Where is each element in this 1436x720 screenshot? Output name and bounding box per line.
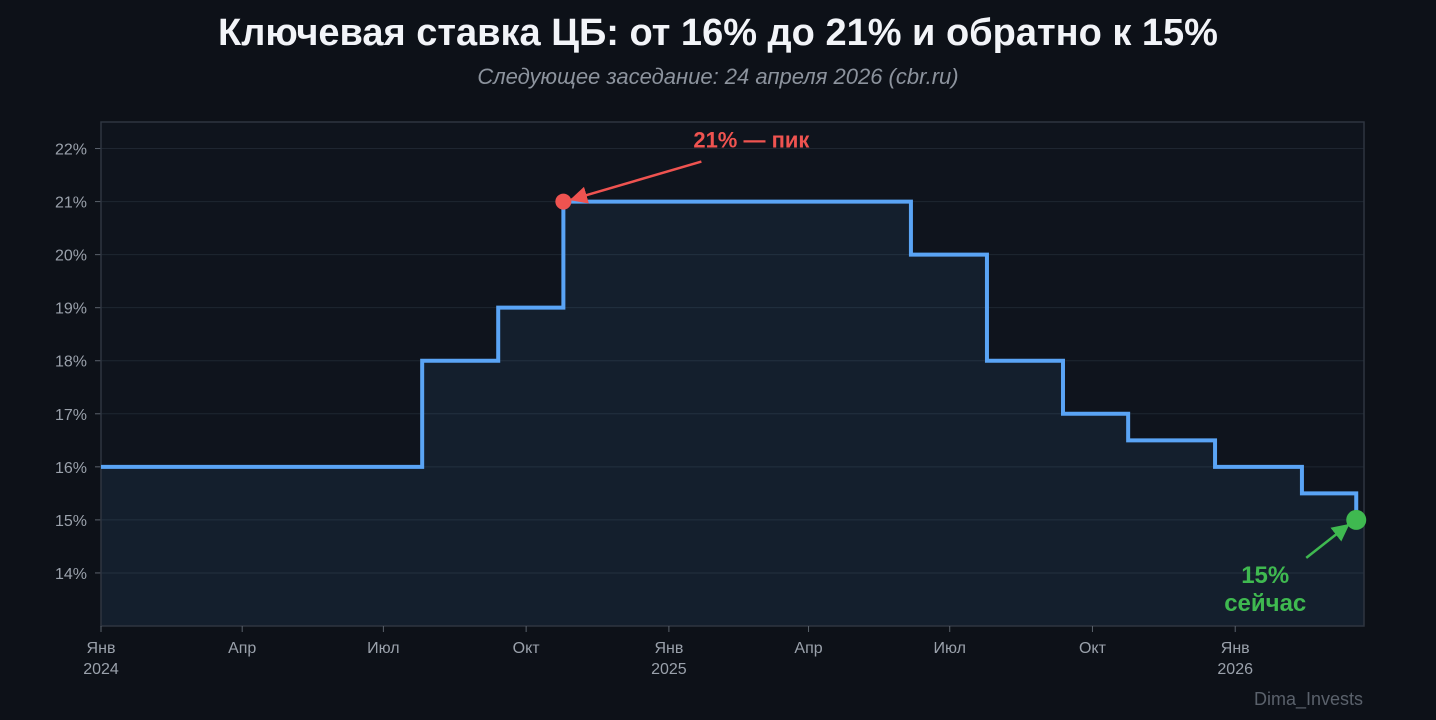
plot-border [100, 121, 1365, 627]
x-tick-label: Янв [87, 640, 116, 657]
y-tick-label: 20% [55, 248, 87, 265]
x-tick-year-label: 2024 [83, 661, 119, 678]
plot-background [101, 122, 1364, 626]
peak-annotation-arrow [569, 160, 702, 204]
chart-title: Ключевая ставка ЦБ: от 16% до 21% и обра… [218, 12, 1218, 54]
x-tick-label: Июл [933, 640, 965, 657]
y-tick-label: 21% [55, 195, 87, 212]
peak-marker [555, 193, 572, 210]
y-tick-label: 16% [55, 460, 87, 477]
x-tick-label: Апр [794, 640, 822, 657]
x-tick-year-label: 2025 [651, 661, 687, 678]
current-annotation-label: 15% [1241, 562, 1289, 589]
x-tick-label: Апр [228, 640, 256, 657]
peak-annotation-label: 21% — пик [693, 128, 810, 153]
y-tick-label: 17% [55, 407, 87, 424]
y-tick-label: 15% [55, 513, 87, 530]
y-tick-label: 19% [55, 301, 87, 318]
current-annotation-label: сейчас [1224, 590, 1306, 617]
y-tick-label: 14% [55, 566, 87, 583]
x-tick-label: Июл [367, 640, 399, 657]
x-tick-label: Янв [654, 640, 683, 657]
watermark: Dima_Invests [1253, 689, 1363, 709]
current-annotation-arrow [1305, 523, 1350, 559]
chart-subtitle: Следующее заседание: 24 апреля 2026 (cbr… [477, 64, 959, 89]
x-tick-label: Окт [1079, 640, 1107, 657]
series-line [101, 199, 1364, 522]
y-tick-label: 22% [55, 142, 87, 159]
y-tick-label: 18% [55, 354, 87, 371]
current-marker [1346, 509, 1367, 530]
series-area [101, 201, 1364, 626]
x-tick-year-label: 2026 [1217, 661, 1253, 678]
x-tick-label: Янв [1221, 640, 1250, 657]
x-tick-label: Окт [513, 640, 541, 657]
